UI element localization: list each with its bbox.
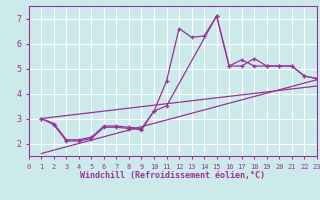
X-axis label: Windchill (Refroidissement éolien,°C): Windchill (Refroidissement éolien,°C) bbox=[80, 171, 265, 180]
